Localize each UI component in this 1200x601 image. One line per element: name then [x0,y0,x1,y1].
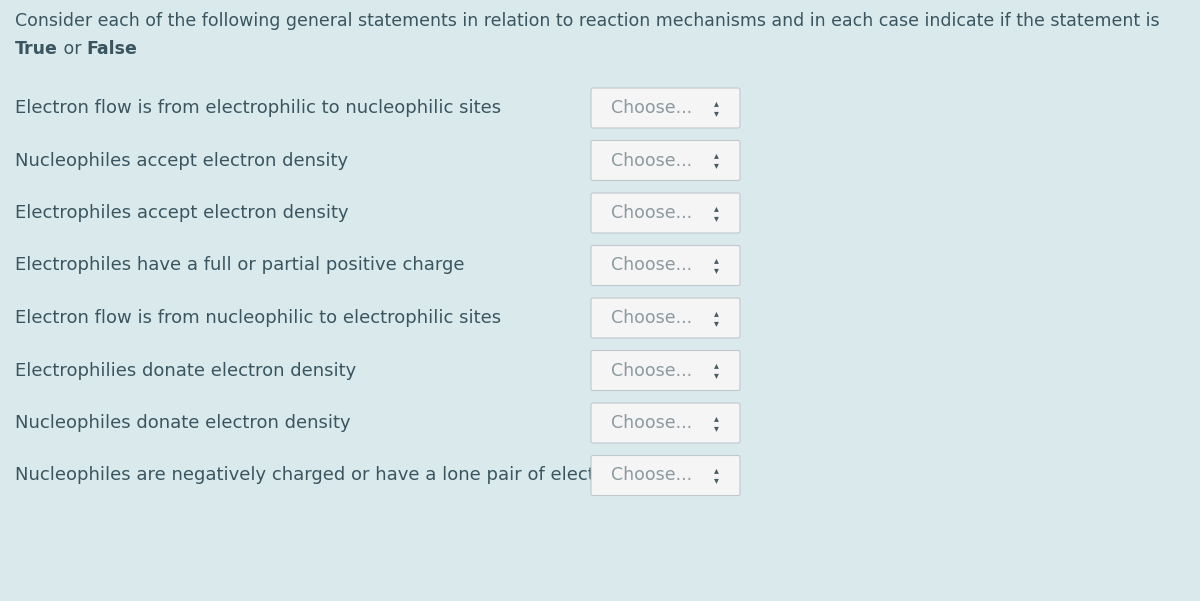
FancyBboxPatch shape [592,350,740,391]
Text: ▴: ▴ [714,308,719,318]
Text: or: or [58,40,86,58]
Text: Nucleophiles donate electron density: Nucleophiles donate electron density [14,414,350,432]
Text: Consider each of the following general statements in relation to reaction mechan: Consider each of the following general s… [14,12,1159,30]
FancyBboxPatch shape [592,141,740,180]
Text: ▾: ▾ [714,213,719,223]
Text: Electron flow is from nucleophilic to electrophilic sites: Electron flow is from nucleophilic to el… [14,309,502,327]
Text: Nucleophiles accept electron density: Nucleophiles accept electron density [14,151,348,169]
Text: ▾: ▾ [714,160,719,171]
Text: False: False [86,40,138,58]
Text: Choose...: Choose... [611,309,692,327]
Text: Choose...: Choose... [611,204,692,222]
Text: ▾: ▾ [714,318,719,328]
Text: Choose...: Choose... [611,361,692,379]
Text: Choose...: Choose... [611,466,692,484]
Text: ▴: ▴ [714,98,719,108]
Text: Electrophilies donate electron density: Electrophilies donate electron density [14,361,356,379]
FancyBboxPatch shape [592,245,740,285]
Text: Electrophiles accept electron density: Electrophiles accept electron density [14,204,349,222]
Text: Electrophiles have a full or partial positive charge: Electrophiles have a full or partial pos… [14,257,464,275]
Text: ▾: ▾ [714,266,719,275]
Text: ▴: ▴ [714,413,719,423]
Text: Choose...: Choose... [611,414,692,432]
Text: Electron flow is from electrophilic to nucleophilic sites: Electron flow is from electrophilic to n… [14,99,502,117]
Text: Nucleophiles are negatively charged or have a lone pair of electrons: Nucleophiles are negatively charged or h… [14,466,634,484]
Text: ▴: ▴ [714,203,719,213]
Text: ▾: ▾ [714,423,719,433]
Text: Choose...: Choose... [611,151,692,169]
FancyBboxPatch shape [592,193,740,233]
Text: ▾: ▾ [714,475,719,486]
FancyBboxPatch shape [592,298,740,338]
Text: Choose...: Choose... [611,99,692,117]
Text: True: True [14,40,58,58]
Text: ▾: ▾ [714,108,719,118]
FancyBboxPatch shape [592,456,740,495]
Text: ▾: ▾ [714,370,719,380]
Text: ▴: ▴ [714,150,719,160]
Text: ▴: ▴ [714,466,719,475]
Text: ▴: ▴ [714,255,719,266]
Text: ▴: ▴ [714,361,719,370]
FancyBboxPatch shape [592,88,740,128]
Text: Choose...: Choose... [611,257,692,275]
FancyBboxPatch shape [592,403,740,443]
